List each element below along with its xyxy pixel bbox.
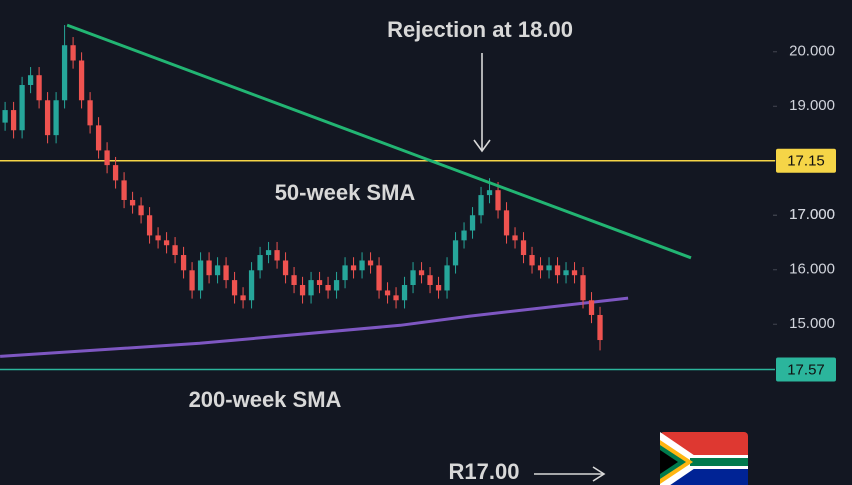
candle-body bbox=[384, 290, 391, 296]
candle-body bbox=[155, 235, 161, 241]
candle-body bbox=[240, 295, 246, 301]
candle-body bbox=[206, 260, 212, 276]
candle-body bbox=[350, 265, 357, 271]
candle-body bbox=[87, 100, 93, 126]
candle-body bbox=[520, 240, 527, 256]
candle-body bbox=[10, 110, 17, 131]
candle-body bbox=[452, 240, 459, 266]
y-tick-label: 15.000 bbox=[789, 315, 835, 332]
candle-body bbox=[19, 85, 25, 131]
candle-body bbox=[274, 250, 280, 261]
candle-body bbox=[503, 210, 510, 236]
candle-body bbox=[36, 75, 42, 101]
candle-body bbox=[461, 230, 467, 241]
price-tag-label: 17.15 bbox=[787, 153, 825, 170]
candle-body bbox=[257, 255, 263, 271]
candle-body bbox=[138, 205, 144, 216]
candle-body bbox=[393, 295, 399, 301]
candle-body bbox=[180, 255, 187, 271]
candle-body bbox=[146, 215, 153, 236]
candle-body bbox=[282, 260, 289, 276]
y-tick-label: 17.000 bbox=[789, 206, 835, 223]
candle-body bbox=[486, 190, 493, 196]
candle-body bbox=[163, 240, 170, 246]
candle-body bbox=[112, 165, 119, 181]
candle-body bbox=[367, 260, 374, 266]
plot: 20.00019.00018.00017.00016.00015.00017.0… bbox=[0, 23, 835, 371]
candle-body bbox=[27, 75, 34, 86]
arrow bbox=[534, 466, 606, 482]
price-tag bbox=[776, 148, 836, 173]
candle-body bbox=[410, 270, 416, 286]
candle-body bbox=[333, 280, 340, 291]
candle-body bbox=[172, 245, 178, 256]
candle-body bbox=[563, 270, 569, 276]
candle-body bbox=[121, 180, 127, 200]
candle-body bbox=[376, 265, 382, 291]
candle-body bbox=[571, 270, 578, 276]
y-tick-label: 20.000 bbox=[789, 43, 835, 60]
candle-body bbox=[316, 280, 323, 286]
y-tick-label: 17.000 bbox=[789, 206, 835, 223]
candle-body bbox=[299, 285, 306, 296]
candle-body bbox=[444, 265, 450, 291]
candle-body bbox=[78, 60, 85, 101]
candle-body bbox=[53, 100, 59, 136]
candle-body bbox=[231, 280, 238, 296]
price-tag bbox=[776, 357, 836, 382]
candle-body bbox=[529, 255, 535, 266]
candle-body bbox=[427, 275, 433, 286]
candle-body bbox=[512, 235, 518, 241]
candle-body bbox=[291, 275, 297, 286]
candle-body bbox=[554, 265, 561, 276]
candle-body bbox=[248, 270, 255, 301]
candle-body bbox=[223, 265, 229, 281]
y-tick-label: 16.000 bbox=[789, 261, 835, 278]
candle-body bbox=[44, 100, 51, 136]
candle-body bbox=[129, 199, 136, 206]
trendline bbox=[66, 23, 692, 260]
price-tag-label: 17.57 bbox=[787, 361, 825, 378]
candle-body bbox=[342, 265, 348, 281]
candle-body bbox=[95, 125, 102, 151]
candle-body bbox=[197, 260, 204, 291]
annotation: Rejection at 18.00 bbox=[387, 17, 573, 42]
candle-body bbox=[70, 45, 76, 61]
candle-body bbox=[597, 314, 603, 341]
candle-body bbox=[401, 285, 408, 301]
candle-body bbox=[580, 275, 586, 301]
flag bbox=[660, 432, 748, 485]
candle-body bbox=[537, 265, 544, 271]
candle-body bbox=[588, 300, 595, 315]
candle-body bbox=[435, 285, 442, 291]
candle-body bbox=[359, 260, 365, 271]
candle-body bbox=[325, 285, 331, 291]
candle-body bbox=[61, 45, 68, 101]
candle-body bbox=[469, 215, 476, 231]
y-tick-label: 19.000 bbox=[789, 97, 835, 114]
sma bbox=[0, 296, 629, 358]
candle-body bbox=[418, 270, 425, 276]
candle-body bbox=[308, 280, 314, 296]
candle-body bbox=[265, 250, 272, 256]
candle-body bbox=[104, 150, 110, 166]
candle-body bbox=[546, 265, 552, 271]
candle-body bbox=[495, 190, 501, 211]
arrow bbox=[473, 53, 491, 153]
annotation: 50-week SMA bbox=[275, 180, 416, 205]
annotation: 200-week SMA bbox=[189, 387, 342, 412]
candle-body bbox=[2, 110, 8, 123]
candle-body bbox=[478, 195, 484, 216]
annotation: R17.00 bbox=[449, 459, 520, 484]
candle-body bbox=[189, 270, 195, 291]
candle-body bbox=[214, 265, 221, 276]
